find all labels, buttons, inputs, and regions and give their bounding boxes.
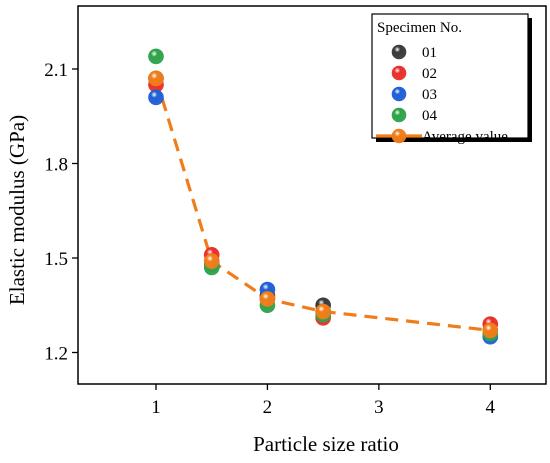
legend-marker (391, 86, 407, 102)
x-tick-label: 4 (486, 397, 496, 418)
average-value-point (148, 70, 164, 87)
legend-marker (391, 65, 407, 81)
average-value-point (482, 322, 499, 339)
legend-marker (391, 107, 407, 123)
x-axis-title: Particle size ratio (253, 432, 399, 456)
average-value-point (259, 291, 276, 307)
y-axis-title: Elastic modulus (GPa) (5, 115, 29, 305)
legend-label: 01 (422, 45, 437, 61)
legend-label: 02 (422, 66, 437, 82)
y-tick-label: 2.1 (44, 60, 68, 81)
x-tick-label: 1 (151, 397, 161, 418)
specimen-04-point (148, 48, 164, 65)
legend-label: 04 (422, 108, 438, 124)
y-tick-label: 1.8 (44, 155, 68, 176)
average-value-point (203, 253, 220, 269)
y-tick-label: 1.2 (44, 344, 68, 365)
plot-border (77, 5, 547, 385)
legend-title: Specimen No. (377, 20, 462, 36)
plot-frame (77, 5, 547, 385)
y-tick-label: 1.5 (44, 249, 68, 270)
specimen-03-point (148, 89, 164, 106)
data-points (148, 48, 499, 345)
x-tick-label: 3 (374, 397, 384, 418)
legend-marker (391, 44, 407, 60)
axis-ticks: 1 2 3 4 1.2 1.5 1.8 2.1 (44, 60, 495, 418)
legend-marker (391, 128, 407, 144)
x-tick-label: 2 (263, 397, 273, 418)
average-value-point (315, 303, 331, 320)
legend-label: Average value (422, 129, 508, 145)
legend: Specimen No. 01 02 03 04 Average value (371, 13, 532, 145)
legend-label: 03 (422, 87, 437, 103)
